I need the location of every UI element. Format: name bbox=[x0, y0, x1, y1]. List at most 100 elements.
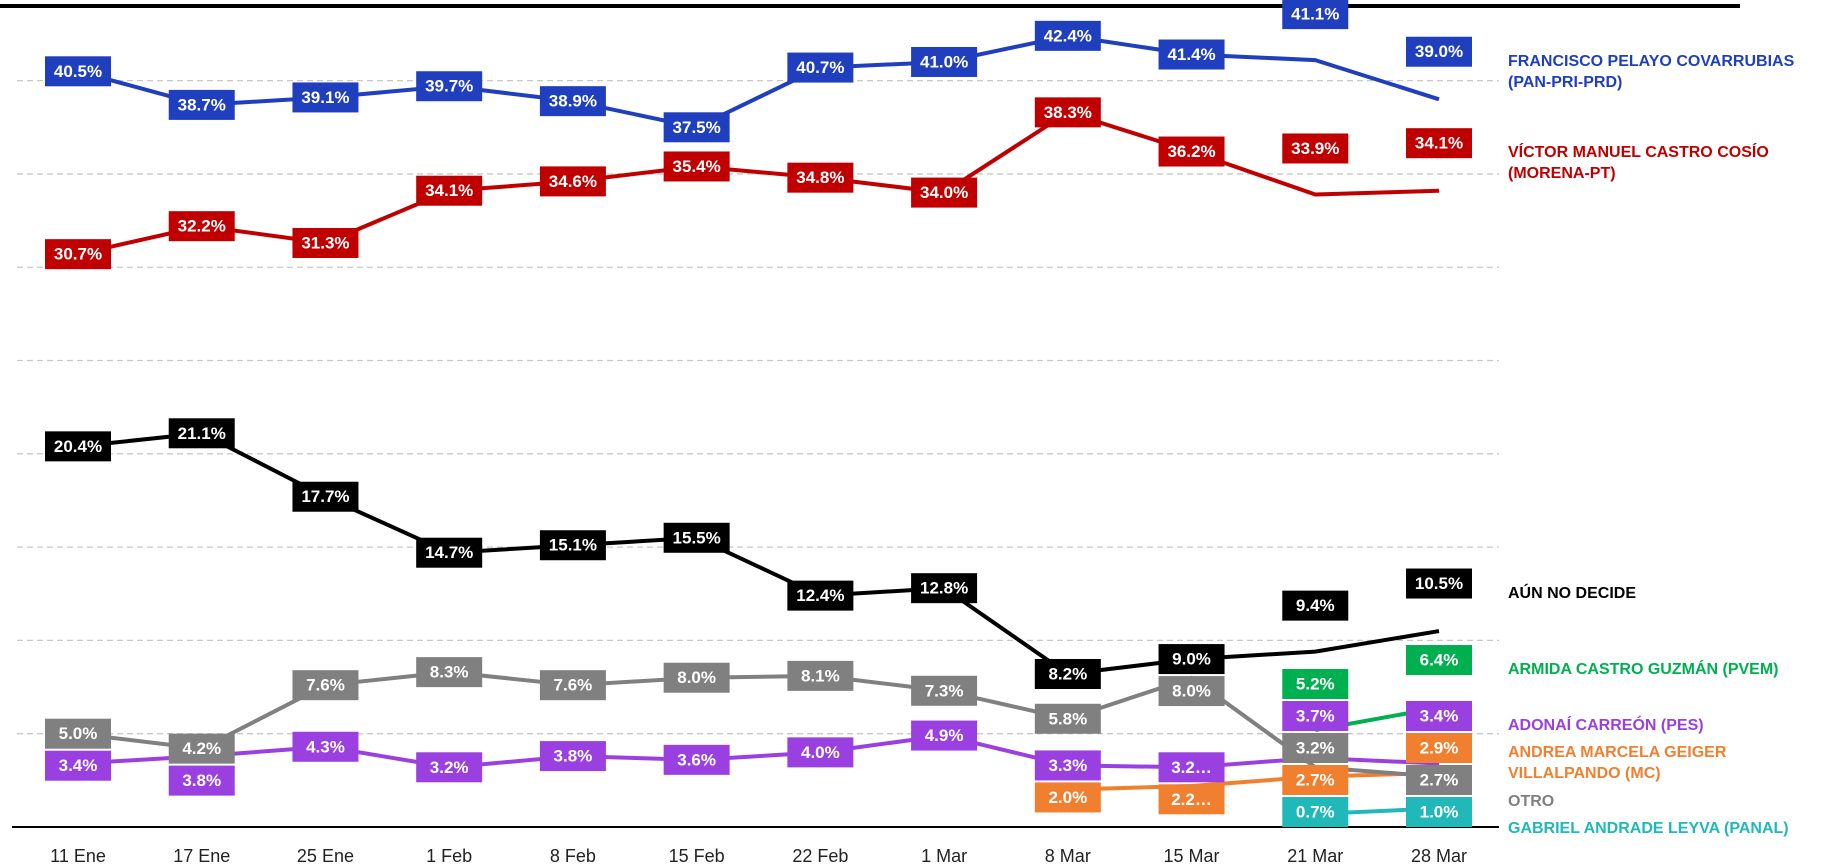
value-box bbox=[663, 112, 730, 143]
value-box bbox=[911, 177, 978, 208]
value-box bbox=[1034, 703, 1101, 734]
value-box bbox=[292, 670, 359, 701]
value-box bbox=[1406, 128, 1472, 159]
value-box bbox=[1158, 136, 1225, 167]
legend-entry: VÍCTOR MANUEL CASTRO COSÍO (MORENA-PT) bbox=[1508, 144, 1769, 183]
value-box bbox=[1282, 765, 1349, 795]
value-label: 17.7% bbox=[301, 487, 349, 506]
value-label: 3.6% bbox=[677, 750, 716, 769]
x-tick-label: 28 Mar bbox=[1411, 846, 1467, 866]
value-label: 41.4% bbox=[1167, 45, 1215, 64]
value-box bbox=[911, 720, 978, 751]
value-label: 30.7% bbox=[54, 245, 102, 264]
value-label: 34.0% bbox=[920, 183, 968, 202]
value-box bbox=[1158, 784, 1225, 815]
series-line bbox=[77, 733, 1440, 770]
x-tick-label: 17 Ene bbox=[173, 846, 230, 866]
value-label: 33.9% bbox=[1291, 139, 1339, 158]
value-label: 8.0% bbox=[1172, 682, 1211, 701]
x-tick-label: 1 Mar bbox=[921, 846, 967, 866]
x-tick-label: 15 Mar bbox=[1164, 846, 1220, 866]
value-label: 8.1% bbox=[801, 666, 840, 685]
value-label: 7.6% bbox=[554, 676, 593, 695]
value-box bbox=[1158, 39, 1225, 70]
value-box bbox=[416, 657, 483, 688]
value-box bbox=[1158, 676, 1225, 707]
value-label: 41.1% bbox=[1291, 5, 1339, 24]
value-label: 4.2% bbox=[182, 739, 221, 758]
x-tick-label: 25 Ene bbox=[297, 846, 354, 866]
value-box bbox=[292, 82, 359, 113]
value-label: 3.8% bbox=[554, 747, 593, 766]
value-label: 39.1% bbox=[301, 88, 349, 107]
value-label: 4.3% bbox=[306, 737, 345, 756]
value-label: 7.6% bbox=[306, 676, 345, 695]
value-label: 3.2… bbox=[1171, 758, 1212, 777]
x-tick-label: 22 Feb bbox=[792, 846, 848, 866]
value-box bbox=[416, 71, 483, 102]
value-label: 3.4% bbox=[1420, 706, 1459, 725]
value-box bbox=[416, 752, 483, 783]
value-label: 39.0% bbox=[1415, 42, 1463, 61]
value-label: 32.2% bbox=[178, 217, 226, 236]
value-label: 2.9% bbox=[1420, 738, 1459, 757]
series-line bbox=[77, 670, 1440, 779]
value-label: 36.2% bbox=[1167, 142, 1215, 161]
value-label: 3.8% bbox=[182, 771, 221, 790]
value-label: 9.0% bbox=[1172, 650, 1211, 669]
value-box bbox=[1282, 0, 1349, 30]
value-label: 9.4% bbox=[1296, 596, 1335, 615]
value-label: 21.1% bbox=[178, 424, 226, 443]
x-tick-label: 15 Feb bbox=[669, 846, 725, 866]
value-label: 8.2% bbox=[1048, 664, 1087, 683]
value-box bbox=[292, 227, 359, 258]
value-box bbox=[168, 211, 235, 242]
value-label: 42.4% bbox=[1044, 26, 1092, 45]
value-label: 37.5% bbox=[673, 118, 721, 137]
legend-entry: FRANCISCO PELAYO COVARRUBIAS (PAN-PRI-PR… bbox=[1508, 52, 1795, 91]
legend-entry: OTRO bbox=[1508, 793, 1555, 810]
value-label: 0.7% bbox=[1296, 802, 1335, 821]
value-box bbox=[1406, 701, 1472, 731]
value-label: 3.4% bbox=[59, 756, 98, 775]
value-label: 35.4% bbox=[673, 157, 721, 176]
value-label: 5.8% bbox=[1048, 709, 1087, 728]
x-tick-label: 8 Mar bbox=[1045, 846, 1091, 866]
series-line bbox=[1067, 770, 1440, 792]
value-label: 20.4% bbox=[54, 437, 102, 456]
value-box bbox=[911, 675, 978, 706]
value-box bbox=[45, 239, 111, 270]
series-line bbox=[77, 33, 1440, 130]
value-label: 41.0% bbox=[920, 52, 968, 71]
value-label: 5.0% bbox=[59, 724, 98, 743]
value-label: 2.7% bbox=[1420, 770, 1459, 789]
value-box bbox=[45, 56, 111, 87]
value-box bbox=[1282, 590, 1349, 621]
value-box bbox=[416, 175, 483, 206]
series-line bbox=[77, 110, 1440, 257]
value-label: 10.5% bbox=[1415, 574, 1463, 593]
value-box bbox=[911, 573, 978, 604]
value-box bbox=[416, 537, 483, 568]
value-label: 2.2… bbox=[1171, 790, 1212, 809]
value-box bbox=[45, 431, 111, 462]
value-box bbox=[539, 741, 606, 772]
value-box bbox=[1282, 669, 1349, 699]
value-label: 3.2% bbox=[430, 758, 469, 777]
value-box bbox=[1282, 133, 1349, 164]
value-box bbox=[1406, 765, 1472, 795]
value-box bbox=[663, 744, 730, 775]
value-label: 34.6% bbox=[549, 172, 597, 191]
value-label: 2.0% bbox=[1048, 788, 1087, 807]
legend-entry: AÚN NO DECIDE bbox=[1508, 584, 1637, 602]
value-label: 8.0% bbox=[677, 668, 716, 687]
value-label: 34.1% bbox=[425, 181, 473, 200]
series-line bbox=[77, 431, 1440, 676]
value-label: 3.7% bbox=[1296, 706, 1335, 725]
value-box bbox=[168, 765, 235, 796]
value-label: 1.0% bbox=[1420, 802, 1459, 821]
value-label: 3.3% bbox=[1048, 756, 1087, 775]
value-box bbox=[1034, 782, 1101, 813]
value-label: 39.7% bbox=[425, 77, 473, 96]
value-box bbox=[1406, 36, 1472, 67]
